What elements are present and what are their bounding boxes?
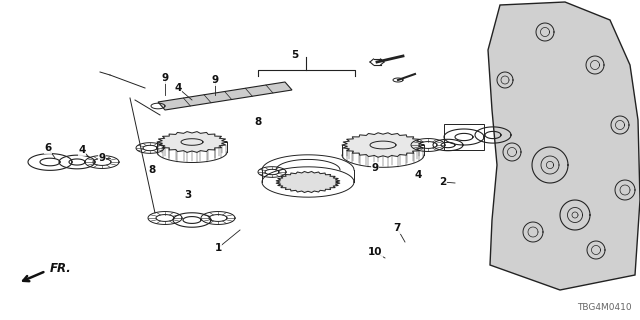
Text: 1: 1 (214, 243, 221, 253)
Polygon shape (342, 133, 424, 157)
Polygon shape (157, 132, 227, 152)
Text: 7: 7 (394, 223, 401, 233)
Text: 9: 9 (161, 73, 168, 83)
Text: 8: 8 (148, 165, 156, 175)
Polygon shape (488, 2, 640, 290)
Text: 5: 5 (291, 50, 299, 60)
Text: 9: 9 (99, 153, 106, 163)
Text: 9: 9 (211, 75, 219, 85)
Text: FR.: FR. (50, 261, 72, 275)
Text: 9: 9 (371, 163, 379, 173)
Text: 4: 4 (174, 83, 182, 93)
Text: 3: 3 (184, 190, 191, 200)
Text: TBG4M0410: TBG4M0410 (577, 303, 632, 312)
Text: 4: 4 (414, 170, 422, 180)
Text: 6: 6 (44, 143, 52, 153)
Text: 8: 8 (254, 117, 262, 127)
Text: 10: 10 (368, 247, 382, 257)
Polygon shape (158, 82, 292, 110)
Text: 2: 2 (440, 177, 447, 187)
Polygon shape (276, 172, 340, 193)
Text: 4: 4 (78, 145, 86, 155)
